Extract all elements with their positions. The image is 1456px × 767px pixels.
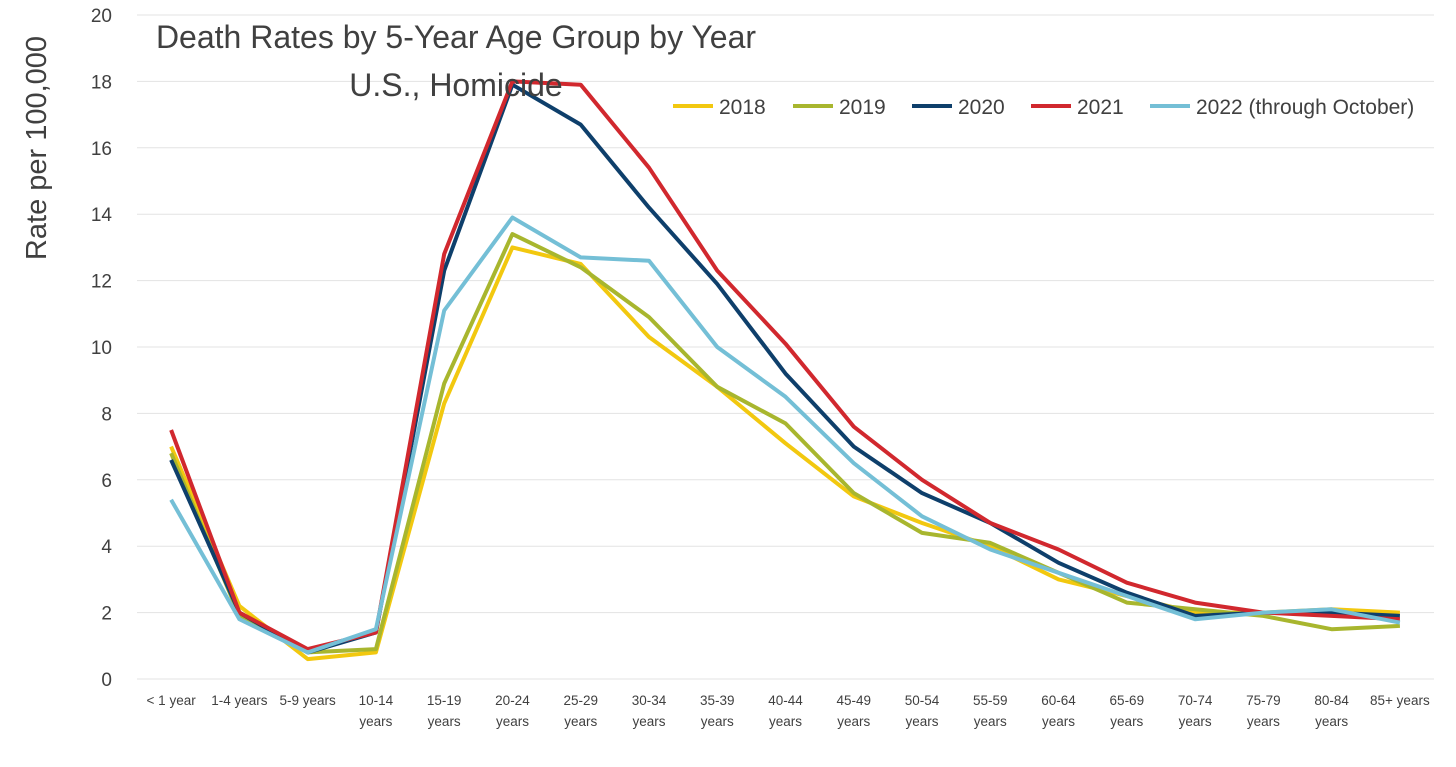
legend: 2018 2019 2020 2021 2022 (through October): [673, 96, 1414, 119]
x-tick-label: 25-29 years: [563, 693, 598, 729]
x-tick-label: 70-74 years: [1178, 693, 1213, 729]
legend-label: 2020: [958, 96, 1005, 119]
y-tick-label: 6: [101, 471, 112, 492]
y-tick-label: 20: [91, 6, 112, 27]
x-axis: < 1 year 1-4 years 5-9 years 10-14 years 15-1…: [147, 693, 1430, 729]
x-tick-label: 15-19 years: [427, 693, 462, 729]
legend-label: 2019: [839, 96, 886, 119]
series-line-2018: [169, 245, 1400, 662]
x-tick-label: 60-64 years: [1041, 693, 1076, 729]
y-tick-label: 10: [91, 338, 112, 359]
series-line-2021: [169, 79, 1400, 652]
series-line-2022: [169, 215, 1401, 655]
x-tick-label: 65-69 years: [1110, 693, 1145, 729]
x-tick-label: 75-79 years: [1246, 693, 1281, 729]
y-axis: 0 2 4 6 8 10 12 14 16 18 20: [91, 6, 113, 691]
y-tick-label: 4: [101, 537, 112, 558]
y-axis-label: Rate per 100,000: [21, 36, 53, 260]
y-tick-label: 16: [91, 139, 112, 160]
series-line-2020: [169, 82, 1400, 655]
x-tick-label: 80-84 years: [1314, 693, 1349, 729]
legend-label: 2018: [719, 96, 766, 119]
y-tick-label: 2: [101, 604, 112, 625]
x-tick-label: 1-4 years: [211, 693, 268, 708]
x-tick-label: 35-39 years: [700, 693, 735, 729]
x-tick-label: 30-34 years: [632, 693, 667, 729]
x-tick-label: 45-49 years: [836, 693, 871, 729]
series-lines: [169, 79, 1401, 662]
x-tick-label: 10-14 years: [359, 693, 394, 729]
x-tick-label: 5-9 years: [280, 693, 337, 708]
x-tick-label: 40-44 years: [768, 693, 803, 729]
legend-label: 2022 (through October): [1196, 96, 1414, 119]
x-tick-label: < 1 year: [147, 693, 197, 708]
gridlines: [137, 14, 1434, 680]
x-tick-label: 20-24 years: [495, 693, 530, 729]
chart-title: Death Rates by 5-Year Age Group by Year: [156, 19, 756, 55]
y-tick-label: 12: [91, 272, 112, 293]
y-tick-label: 0: [101, 670, 112, 691]
series-line-2019: [169, 232, 1400, 655]
chart-subtitle: U.S., Homicide: [349, 67, 562, 103]
x-tick-label: 55-59 years: [973, 693, 1008, 729]
y-tick-label: 18: [91, 72, 112, 93]
y-tick-label: 14: [91, 205, 113, 226]
x-tick-label: 50-54 years: [905, 693, 940, 729]
y-tick-label: 8: [101, 404, 112, 425]
x-tick-label: 85+ years: [1370, 693, 1430, 708]
legend-label: 2021: [1077, 96, 1124, 119]
